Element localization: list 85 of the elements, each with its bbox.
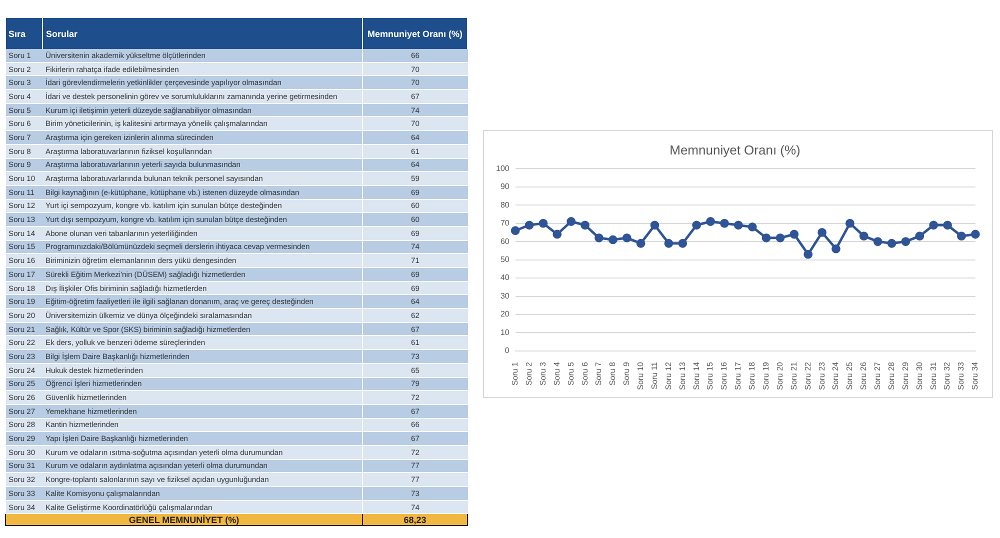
point [510, 226, 520, 236]
point [692, 220, 702, 230]
x-tick-label: Soru 10 [636, 361, 646, 390]
x-tick-label: Soru 24 [831, 361, 840, 390]
x-tick-label: Soru 12 [664, 361, 673, 390]
x-tick-label: Soru 21 [789, 361, 798, 390]
point [524, 220, 534, 230]
point [873, 237, 882, 246]
category-label: Memnuniyet Oranı (%) [362, 18, 468, 49]
point [762, 233, 771, 242]
point [859, 232, 868, 241]
x-tick-label: Soru 25 [845, 361, 854, 390]
x-tick-label: Soru 16 [720, 361, 729, 390]
point [901, 237, 910, 246]
point [748, 222, 757, 232]
point [943, 220, 952, 230]
x-tick-label: Soru 26 [859, 361, 868, 390]
point [608, 235, 618, 244]
x-tick-label: Soru 19 [761, 361, 770, 390]
point [790, 230, 799, 239]
point [678, 238, 688, 248]
y-tick-label: 60 [500, 236, 510, 246]
point [650, 220, 660, 230]
x-tick-label: Soru 30 [914, 361, 924, 390]
y-tick-label: 40 [500, 273, 510, 282]
point [720, 218, 729, 228]
point [706, 217, 715, 226]
x-tick-label: Soru 33 [956, 361, 966, 390]
category-label: Sıra [6, 18, 42, 49]
x-tick-label: Soru 18 [748, 361, 757, 390]
point [566, 217, 576, 226]
point [929, 220, 938, 230]
x-tick-label: Soru 23 [817, 361, 826, 390]
y-tick-label: 20 [500, 310, 510, 319]
point [636, 238, 646, 248]
x-tick-label: Soru 9 [622, 361, 632, 386]
x-tick-label: Soru 7 [594, 361, 604, 386]
x-tick-label: Soru 3 [538, 361, 548, 386]
x-tick-label: Soru 34 [970, 361, 980, 390]
text: GENEL MEMNUNİYET (%) [6, 514, 362, 526]
point [734, 220, 743, 230]
point [970, 230, 980, 239]
y-tick-label: 10 [500, 328, 510, 337]
x-tick-label: Soru 6 [580, 361, 590, 386]
x-tick-label: Soru 27 [873, 361, 882, 390]
point [957, 232, 966, 241]
x-tick-label: Soru 22 [803, 361, 812, 390]
point [622, 233, 632, 242]
text: 68,23 [362, 514, 468, 526]
x-tick-label: Soru 14 [692, 361, 701, 390]
x-tick-label: Soru 17 [734, 361, 743, 390]
y-tick-label: 0 [504, 346, 510, 356]
y-tick-label: 70 [500, 218, 510, 228]
x-tick-label: Soru 4 [552, 361, 562, 386]
point [804, 250, 813, 259]
chart-title: Memnuniyet Oranı (%) [670, 142, 800, 158]
point [915, 232, 924, 241]
point [776, 233, 785, 242]
x-tick-label: Soru 2 [524, 361, 534, 386]
point [594, 233, 604, 242]
y-tick-label: 80 [500, 200, 510, 210]
category-label: Sorular [42, 18, 362, 49]
x-tick-label: Soru 13 [678, 361, 687, 390]
point [538, 218, 548, 228]
x-tick-label: Soru 29 [900, 361, 910, 390]
y-tick-label: 50 [500, 254, 510, 264]
y-tick-label: 90 [500, 182, 510, 192]
point [580, 220, 590, 230]
x-tick-label: Soru 8 [608, 361, 618, 386]
x-tick-label: Soru 11 [650, 361, 659, 390]
x-tick-label: Soru 32 [942, 361, 952, 390]
point [818, 228, 826, 237]
point [845, 218, 854, 228]
x-tick-label: Soru 28 [886, 361, 896, 390]
x-tick-label: Soru 31 [928, 361, 938, 390]
point [664, 238, 674, 248]
x-tick-label: Soru 15 [706, 361, 715, 390]
y-tick-label: 30 [500, 291, 510, 300]
x-tick-label: Soru 5 [566, 361, 576, 386]
x-tick-label: Soru 1 [510, 361, 520, 386]
point [887, 238, 896, 248]
x-tick-label: Soru 20 [775, 361, 784, 390]
point [832, 244, 840, 254]
y-tick-label: 100 [496, 164, 510, 173]
point [552, 230, 562, 239]
